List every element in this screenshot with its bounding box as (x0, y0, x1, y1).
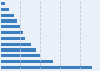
Bar (1, 19, 17, 23)
Bar (1, 54, 40, 57)
Bar (1, 43, 31, 46)
Bar (1, 66, 92, 69)
Bar (1, 31, 23, 34)
Bar (1, 2, 5, 5)
Bar (1, 8, 9, 11)
Bar (1, 37, 25, 40)
Bar (1, 25, 20, 28)
Bar (1, 14, 14, 17)
Bar (1, 48, 36, 52)
Bar (1, 60, 53, 63)
